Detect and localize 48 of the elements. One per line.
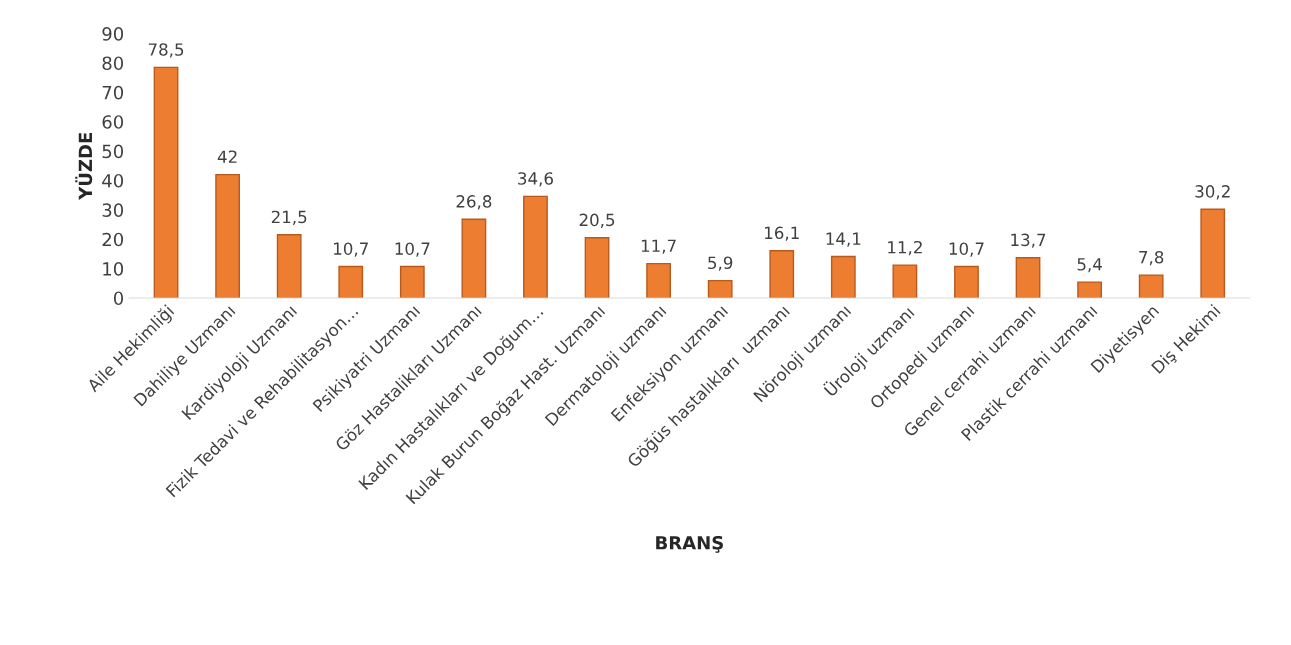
data-label: 16,1 [765, 226, 799, 241]
bar [1077, 281, 1102, 298]
data-label: 34,6 [518, 172, 553, 187]
bar [1015, 257, 1041, 298]
bar [276, 234, 302, 298]
bar [954, 265, 979, 298]
data-label: 5,4 [1077, 258, 1102, 273]
data-label: 21,5 [271, 210, 307, 225]
data-label: 30,2 [1195, 185, 1230, 200]
data-label: 13,7 [1011, 233, 1046, 248]
data-label: 20,5 [579, 213, 615, 228]
bar [830, 255, 856, 298]
y-tick-label: 50 [102, 144, 124, 159]
y-tick-label: 40 [102, 173, 124, 188]
data-label: 11,2 [888, 240, 922, 256]
bar [523, 195, 548, 298]
bar [769, 249, 795, 298]
data-label: 10,7 [395, 242, 430, 257]
bar [892, 264, 918, 298]
data-label: 11,7 [641, 239, 676, 254]
y-tick-label: 90 [102, 27, 124, 41]
bar [1200, 208, 1226, 298]
data-label: 10,7 [949, 242, 984, 257]
bar [153, 66, 179, 298]
bar [1138, 274, 1164, 298]
data-label: 78,5 [148, 43, 184, 58]
y-tick-label: 20 [102, 232, 124, 247]
data-label: 26,8 [456, 195, 492, 210]
data-label: 5,9 [708, 256, 733, 271]
y-tick-label: 80 [102, 56, 124, 71]
y-tick-label: 60 [102, 115, 124, 129]
bar [215, 173, 241, 298]
data-label: 10,7 [334, 242, 368, 257]
bar [461, 218, 487, 298]
bar [646, 262, 672, 298]
y-tick-label: 0 [113, 291, 124, 306]
bar [399, 265, 425, 298]
bar [338, 265, 364, 298]
y-tick-label: 30 [102, 203, 124, 217]
y-tick-label: 10 [103, 262, 124, 276]
bar [707, 279, 733, 298]
data-label: 7,8 [1139, 250, 1164, 266]
data-label: 14,1 [826, 232, 861, 247]
bar [584, 237, 610, 298]
y-axis-title: YÜZDE [75, 133, 93, 201]
y-tick-label: 70 [102, 85, 124, 100]
data-label: 42 [217, 150, 237, 163]
x-axis-title: BRANŞ [656, 535, 723, 553]
